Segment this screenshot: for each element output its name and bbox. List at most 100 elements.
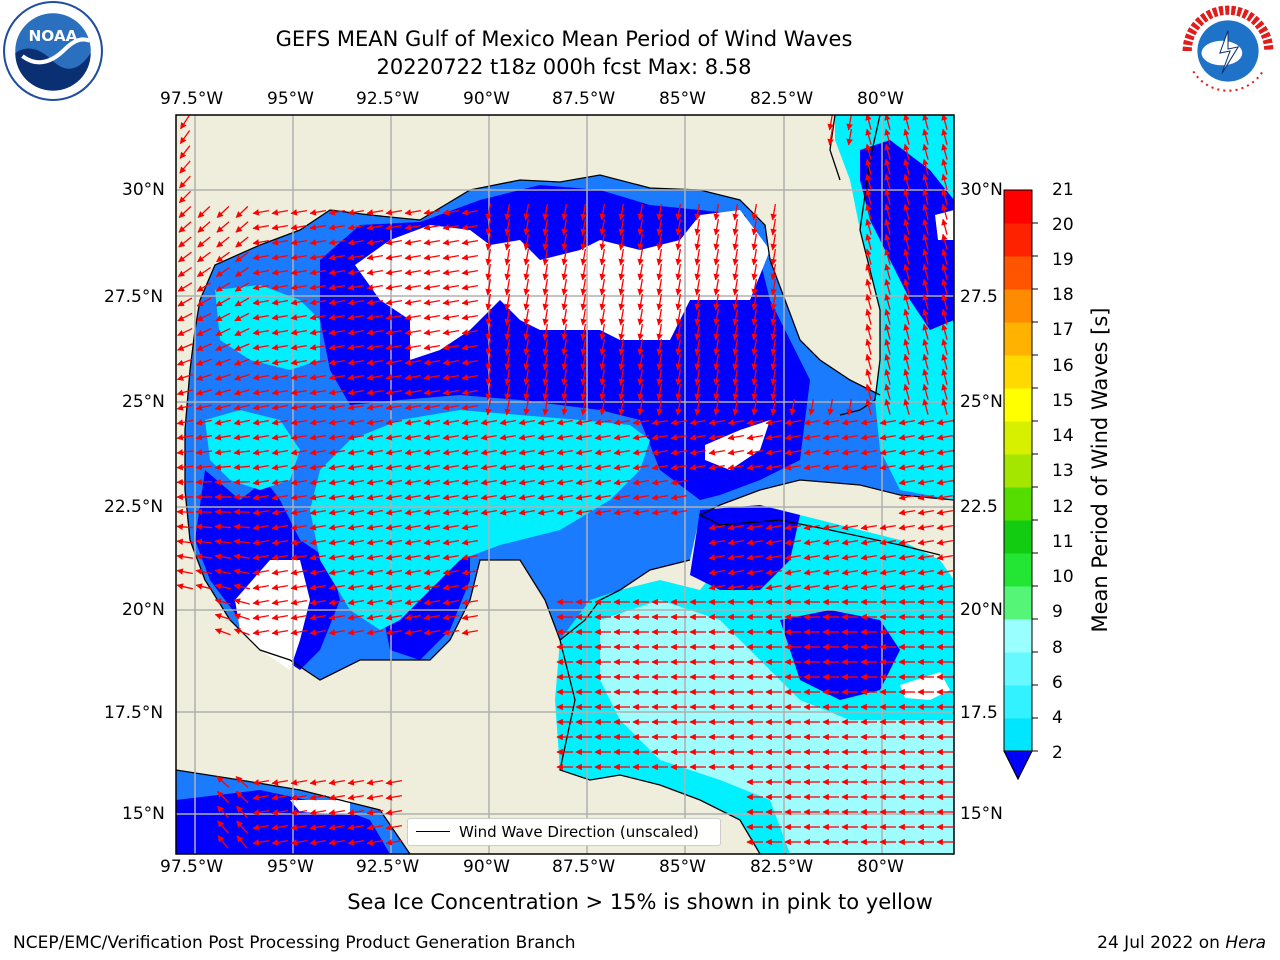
wind-wave-arrow: [884, 308, 891, 325]
wind-wave-arrow: [917, 524, 934, 531]
wind-wave-arrow: [656, 204, 663, 221]
wind-wave-arrow: [708, 449, 725, 456]
wind-wave-arrow: [727, 419, 744, 426]
wind-wave-arrow: [252, 299, 269, 306]
colorbar-segment: [1004, 718, 1032, 752]
wind-wave-arrow: [290, 344, 307, 351]
wind-wave-arrow: [461, 554, 478, 561]
wind-wave-arrow: [656, 249, 663, 266]
wind-wave-arrow: [765, 419, 782, 426]
wind-wave-arrow: [542, 279, 549, 296]
wind-wave-arrow: [770, 354, 777, 371]
wind-wave-arrow: [195, 583, 212, 590]
wind-wave-arrow: [271, 374, 288, 381]
wind-wave-arrow: [271, 434, 288, 441]
wind-wave-arrow: [523, 234, 530, 251]
wind-wave-arrow: [770, 294, 777, 311]
wind-wave-arrow: [176, 478, 194, 486]
wind-wave-arrow: [618, 384, 625, 401]
wind-wave-arrow: [879, 569, 896, 576]
wind-wave-arrow: [637, 354, 644, 371]
legend-line-swatch: [416, 831, 450, 832]
wind-wave-arrow: [499, 449, 516, 456]
wind-wave-arrow: [290, 554, 307, 561]
wind-wave-arrow: [713, 249, 720, 266]
wind-wave-arrow: [637, 294, 644, 311]
wind-wave-arrow: [727, 569, 744, 576]
wind-wave-arrow: [822, 554, 839, 561]
wind-wave-arrow: [884, 233, 891, 250]
wind-wave-arrow: [784, 554, 801, 561]
wind-wave-arrow: [309, 494, 326, 501]
wind-wave-arrow: [252, 434, 269, 441]
chart-title: GEFS MEAN Gulf of Mexico Mean Period of …: [275, 27, 853, 51]
wind-wave-arrow: [290, 434, 307, 441]
wind-wave-arrow: [347, 584, 364, 591]
wind-wave-arrow: [235, 251, 249, 263]
wind-wave-arrow: [580, 354, 587, 371]
wind-wave-arrow: [328, 284, 345, 291]
wind-wave-arrow: [841, 434, 858, 441]
wind-wave-arrow: [765, 434, 782, 441]
date-stamp: 24 Jul 2022 on Hera: [1097, 933, 1266, 953]
wind-wave-arrow: [599, 339, 606, 356]
wind-wave-arrow: [618, 369, 625, 386]
wind-wave-arrow: [442, 509, 459, 516]
wind-wave-arrow: [233, 478, 251, 486]
wind-wave-arrow: [328, 464, 345, 471]
wind-wave-arrow: [176, 389, 193, 396]
wind-wave-arrow: [675, 234, 682, 251]
wind-wave-arrow: [941, 353, 948, 370]
wind-wave-arrow: [461, 299, 478, 306]
wind-wave-arrow: [252, 284, 269, 291]
colorbar-segment: [1004, 388, 1032, 422]
wind-wave-arrow: [461, 404, 478, 411]
wind-wave-arrow: [865, 293, 872, 310]
wind-wave-arrow: [385, 254, 402, 261]
wind-wave-arrow: [271, 389, 288, 396]
wind-wave-arrow: [670, 419, 687, 426]
wind-wave-arrows: [176, 115, 953, 849]
wind-wave-arrow: [252, 254, 269, 261]
wind-wave-arrow: [770, 204, 777, 221]
wind-wave-arrow: [879, 464, 896, 471]
wind-wave-arrow: [618, 204, 625, 221]
wind-wave-arrow: [884, 323, 891, 340]
wind-wave-arrow: [860, 464, 877, 471]
wind-wave-arrow: [732, 384, 739, 401]
wind-wave-arrow: [784, 449, 801, 456]
wind-wave-arrow: [461, 434, 478, 441]
wind-wave-arrow: [233, 419, 250, 426]
wind-wave-arrow: [746, 449, 763, 456]
lat-label-right: 30°N: [960, 180, 1003, 200]
wind-wave-arrow: [860, 434, 877, 441]
wind-wave-arrow: [675, 384, 682, 401]
wind-wave-arrow: [884, 203, 891, 220]
wind-wave-arrow: [214, 553, 232, 560]
wind-wave-arrow: [195, 538, 213, 545]
wind-wave-arrow: [580, 339, 587, 356]
wind-wave-arrow: [404, 314, 421, 321]
wind-wave-arrow: [732, 354, 739, 371]
wind-wave-arrow: [675, 264, 682, 281]
wind-wave-arrow: [732, 279, 739, 296]
wind-wave-arrow: [196, 328, 212, 336]
wind-wave-arrow: [215, 343, 231, 351]
wind-wave-arrow: [941, 278, 948, 295]
wind-wave-arrow: [366, 524, 383, 531]
wind-wave-arrow: [523, 204, 530, 221]
wind-wave-arrow: [713, 339, 720, 356]
wind-wave-arrow: [177, 343, 193, 351]
wind-wave-arrow: [216, 251, 230, 263]
colorbar-segment: [1004, 487, 1032, 521]
wind-wave-arrow: [822, 524, 839, 531]
wind-wave-arrow: [865, 143, 872, 160]
wind-wave-arrow: [941, 188, 948, 205]
wind-wave-arrow: [618, 234, 625, 251]
wind-wave-arrow: [865, 323, 872, 340]
wind-wave-arrow: [252, 374, 269, 381]
lat-label-right: 27.5: [960, 287, 998, 307]
wind-wave-arrow: [216, 236, 230, 248]
wind-wave-arrow: [177, 328, 193, 336]
